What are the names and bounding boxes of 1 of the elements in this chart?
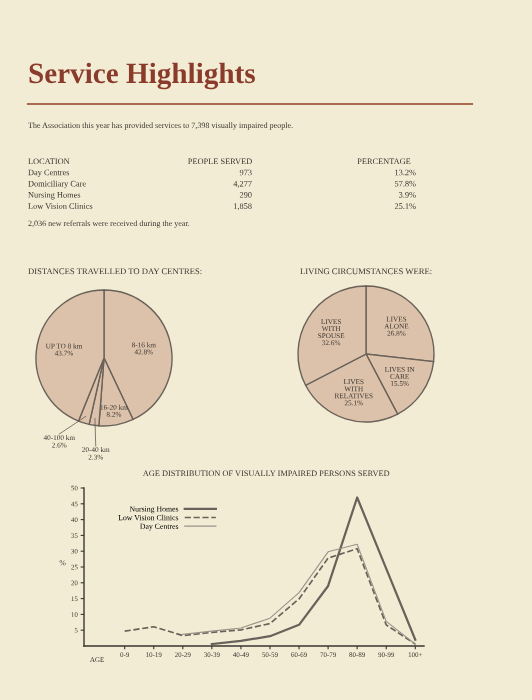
text: Service Highlights bbox=[29, 62, 255, 90]
